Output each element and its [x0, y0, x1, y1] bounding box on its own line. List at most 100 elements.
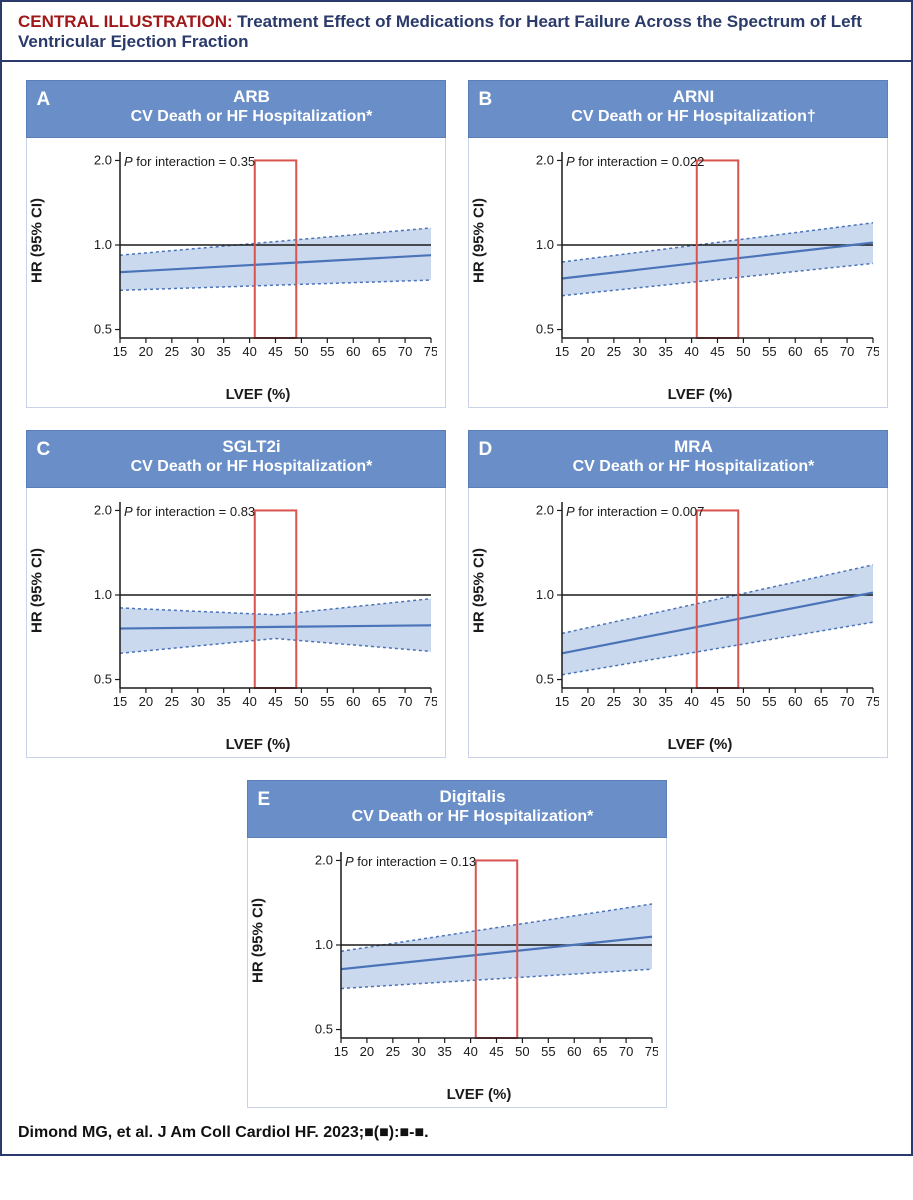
x-tick-label: 15	[112, 694, 126, 709]
x-tick-label: 25	[164, 344, 178, 359]
chart-svg: 152025303540455055606570750.51.02.0P for…	[303, 846, 658, 1066]
x-tick-label: 55	[320, 694, 334, 709]
x-tick-label: 60	[788, 344, 802, 359]
chart-svg: 152025303540455055606570750.51.02.0P for…	[82, 496, 437, 716]
citation-text: Dimond MG, et al. J Am Coll Cardiol HF. …	[2, 1116, 911, 1154]
chart-svg: 152025303540455055606570750.51.02.0P for…	[524, 146, 879, 366]
panel-e: EDigitalisCV Death or HF Hospitalization…	[247, 780, 667, 1108]
x-tick-label: 25	[385, 1044, 399, 1059]
y-tick-label: 0.5	[535, 322, 553, 337]
x-tick-label: 30	[632, 344, 646, 359]
y-tick-label: 0.5	[535, 672, 553, 687]
panel-title-main: Digitalis	[288, 786, 658, 807]
chart-box: HR (95% CI)LVEF (%)152025303540455055606…	[468, 138, 888, 408]
x-tick-label: 65	[371, 344, 385, 359]
panel-title: ARNICV Death or HF Hospitalization†	[509, 81, 887, 133]
panel-title: DigitalisCV Death or HF Hospitalization*	[288, 781, 666, 833]
panel-letter: A	[27, 81, 67, 137]
x-tick-label: 25	[164, 694, 178, 709]
panel-header: EDigitalisCV Death or HF Hospitalization…	[247, 780, 667, 838]
x-tick-label: 50	[736, 694, 750, 709]
panel-a: AARBCV Death or HF Hospitalization*HR (9…	[26, 80, 446, 408]
x-tick-label: 20	[138, 694, 152, 709]
p-interaction-text: P for interaction = 0.35	[124, 154, 255, 169]
y-tick-label: 2.0	[93, 502, 111, 517]
x-tick-label: 65	[371, 694, 385, 709]
header-label: CENTRAL ILLUSTRATION:	[18, 12, 233, 31]
x-tick-label: 45	[268, 694, 282, 709]
x-tick-label: 75	[644, 1044, 657, 1059]
x-tick-label: 55	[541, 1044, 555, 1059]
panel-header: DMRACV Death or HF Hospitalization*	[468, 430, 888, 488]
x-tick-label: 75	[423, 344, 436, 359]
ci-band	[341, 904, 652, 989]
y-tick-label: 2.0	[93, 152, 111, 167]
panel-title-sub: CV Death or HF Hospitalization*	[288, 807, 658, 827]
x-tick-label: 60	[346, 344, 360, 359]
x-tick-label: 60	[567, 1044, 581, 1059]
panel-title-sub: CV Death or HF Hospitalization*	[509, 457, 879, 477]
panels-grid: AARBCV Death or HF Hospitalization*HR (9…	[2, 62, 911, 1116]
y-axis-label: HR (95% CI)	[470, 613, 487, 633]
panel-b: BARNICV Death or HF Hospitalization†HR (…	[468, 80, 888, 408]
x-tick-label: 50	[736, 344, 750, 359]
y-tick-label: 1.0	[93, 587, 111, 602]
x-tick-label: 35	[216, 694, 230, 709]
chart-box: HR (95% CI)LVEF (%)152025303540455055606…	[468, 488, 888, 758]
x-tick-label: 30	[632, 694, 646, 709]
panel-title-main: ARNI	[509, 86, 879, 107]
x-axis-label: LVEF (%)	[82, 736, 435, 753]
x-axis-label: LVEF (%)	[303, 1086, 656, 1103]
y-tick-label: 2.0	[535, 152, 553, 167]
x-tick-label: 20	[580, 694, 594, 709]
x-tick-label: 70	[839, 344, 853, 359]
panel-title: ARBCV Death or HF Hospitalization*	[67, 81, 445, 133]
y-tick-label: 2.0	[314, 852, 332, 867]
x-tick-label: 25	[606, 344, 620, 359]
panel-letter: E	[248, 781, 288, 837]
x-tick-label: 35	[658, 694, 672, 709]
x-tick-label: 45	[268, 344, 282, 359]
x-tick-label: 50	[294, 344, 308, 359]
ci-band	[562, 223, 873, 296]
x-tick-label: 15	[554, 344, 568, 359]
panel-header: CSGLT2iCV Death or HF Hospitalization*	[26, 430, 446, 488]
x-tick-label: 45	[489, 1044, 503, 1059]
y-tick-label: 2.0	[535, 502, 553, 517]
x-tick-label: 30	[190, 344, 204, 359]
panel-letter: D	[469, 431, 509, 487]
figure-container: CENTRAL ILLUSTRATION: Treatment Effect o…	[0, 0, 913, 1156]
p-interaction-text: P for interaction = 0.007	[566, 504, 704, 519]
p-interaction-text: P for interaction = 0.13	[345, 854, 476, 869]
chart-svg: 152025303540455055606570750.51.02.0P for…	[82, 146, 437, 366]
x-tick-label: 35	[658, 344, 672, 359]
x-tick-label: 65	[592, 1044, 606, 1059]
x-tick-label: 50	[515, 1044, 529, 1059]
x-tick-label: 15	[333, 1044, 347, 1059]
chart-box: HR (95% CI)LVEF (%)152025303540455055606…	[247, 838, 667, 1108]
x-tick-label: 55	[762, 694, 776, 709]
panel-letter: B	[469, 81, 509, 137]
y-axis-label: HR (95% CI)	[249, 963, 266, 983]
x-tick-label: 75	[865, 344, 878, 359]
panel-title-main: ARB	[67, 86, 437, 107]
x-tick-label: 35	[216, 344, 230, 359]
panel-title-sub: CV Death or HF Hospitalization*	[67, 457, 437, 477]
x-tick-label: 50	[294, 694, 308, 709]
x-tick-label: 20	[138, 344, 152, 359]
y-tick-label: 1.0	[535, 237, 553, 252]
figure-header: CENTRAL ILLUSTRATION: Treatment Effect o…	[2, 2, 911, 62]
x-tick-label: 75	[423, 694, 436, 709]
panel-header: AARBCV Death or HF Hospitalization*	[26, 80, 446, 138]
x-tick-label: 55	[320, 344, 334, 359]
panel-title-sub: CV Death or HF Hospitalization†	[509, 107, 879, 127]
x-axis-label: LVEF (%)	[524, 736, 877, 753]
x-tick-label: 40	[242, 694, 256, 709]
x-axis-label: LVEF (%)	[82, 386, 435, 403]
x-tick-label: 30	[411, 1044, 425, 1059]
panel-title: MRACV Death or HF Hospitalization*	[509, 431, 887, 483]
ci-band	[562, 565, 873, 675]
panel-title-sub: CV Death or HF Hospitalization*	[67, 107, 437, 127]
panel-title: SGLT2iCV Death or HF Hospitalization*	[67, 431, 445, 483]
y-tick-label: 0.5	[93, 672, 111, 687]
